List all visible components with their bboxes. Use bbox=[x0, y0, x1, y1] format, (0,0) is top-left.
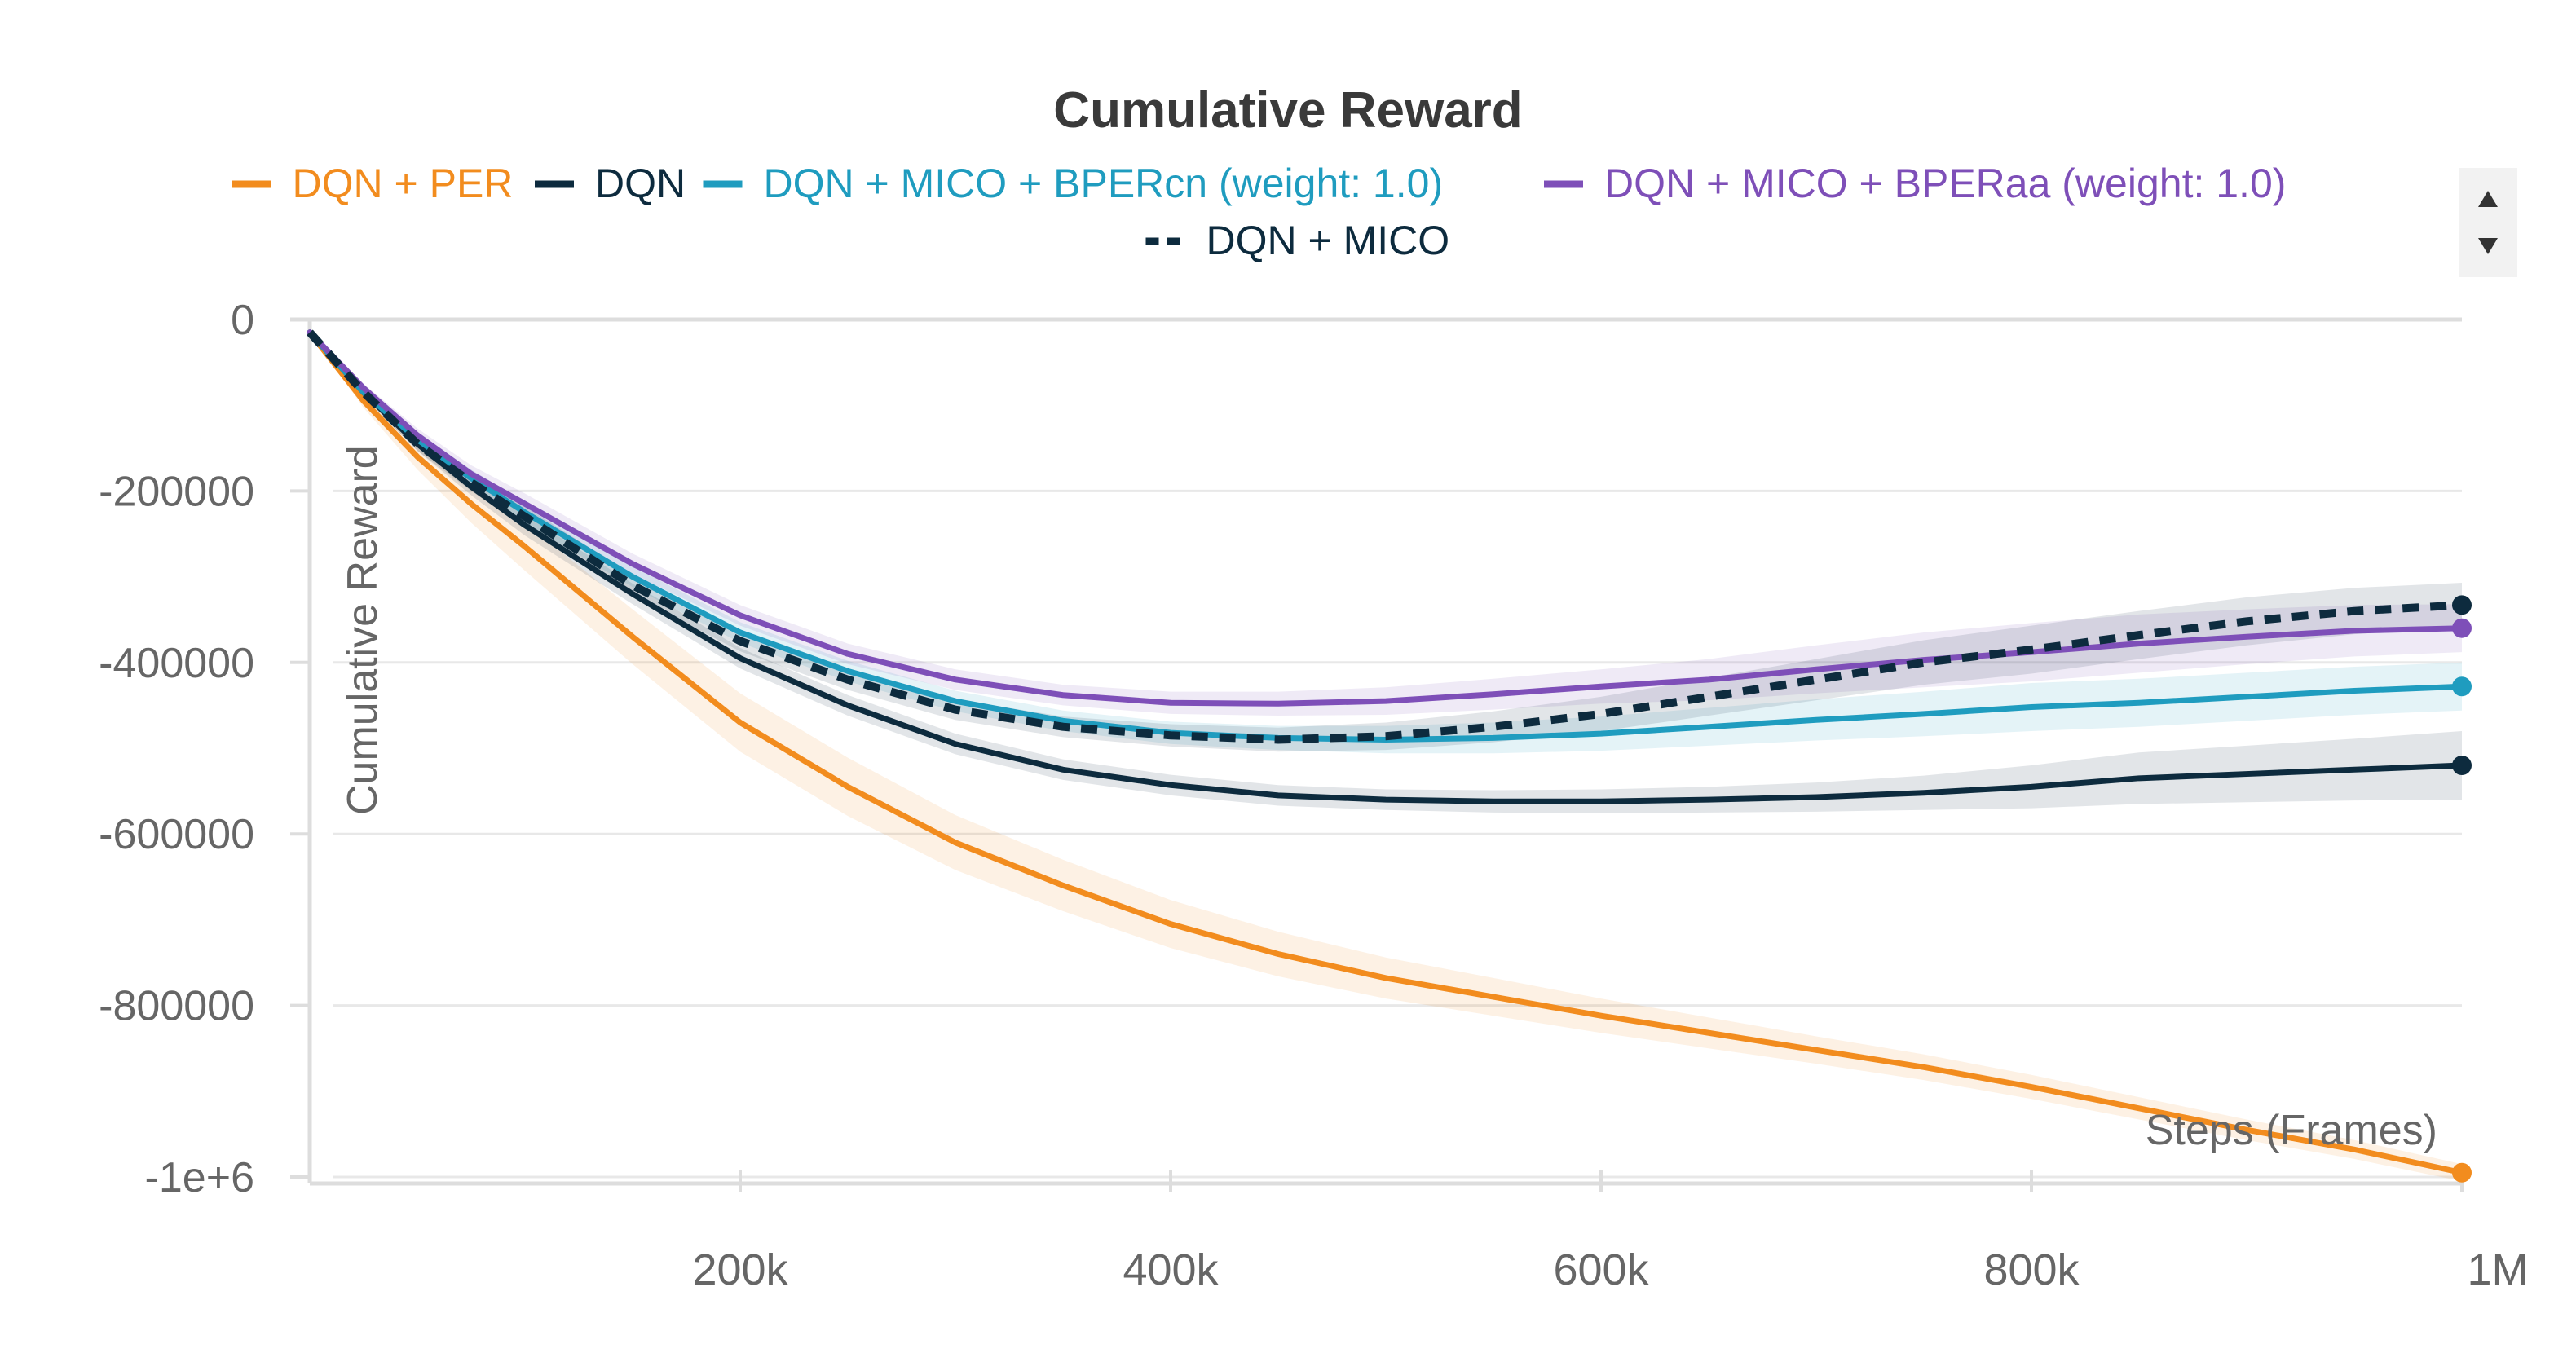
legend-item[interactable]: DQN bbox=[535, 161, 686, 206]
legend-label: DQN + MICO + BPERcn (weight: 1.0) bbox=[764, 161, 1444, 206]
legend-label: DQN + PER bbox=[293, 161, 514, 206]
y-tick-label: -800000 bbox=[99, 983, 254, 1030]
y-axis-label: Cumulative Reward bbox=[339, 445, 386, 815]
series-endpoint bbox=[2452, 618, 2472, 638]
x-tick-label: 1M bbox=[2467, 1245, 2528, 1294]
series-line bbox=[307, 329, 2465, 804]
legend-scroll-up-button[interactable] bbox=[2459, 174, 2517, 223]
legend-item[interactable]: DQN + MICO + BPERaa (weight: 1.0) bbox=[1544, 161, 2286, 206]
y-tick-label: -200000 bbox=[99, 468, 254, 515]
legend-label: DQN bbox=[595, 161, 686, 206]
series-lines bbox=[307, 329, 2465, 1176]
x-tick-label: 600k bbox=[1553, 1245, 1649, 1294]
legend-scroll-control bbox=[2459, 168, 2517, 277]
series-line bbox=[307, 329, 2465, 743]
legend: DQN + PER DQN DQN + MICO + BPERcn (weight:… bbox=[232, 161, 2286, 263]
x-axis-label: Steps (Frames) bbox=[2146, 1107, 2437, 1154]
legend-item[interactable]: DQN + MICO + BPERcn (weight: 1.0) bbox=[703, 161, 1444, 206]
legend-item[interactable]: DQN + PER bbox=[232, 161, 514, 206]
series-line bbox=[307, 329, 2465, 707]
triangle-down-icon bbox=[2478, 238, 2498, 254]
series-band bbox=[310, 332, 2462, 754]
legend-item[interactable]: DQN + MICO bbox=[1145, 218, 1450, 263]
series-endpoint bbox=[2452, 756, 2472, 776]
y-tick-label: 0 bbox=[231, 297, 254, 344]
series-line bbox=[307, 329, 2465, 1176]
confidence-bands bbox=[310, 332, 2462, 1182]
axes bbox=[290, 317, 2464, 1192]
y-tick-labels: 0 -200000 -400000 -600000 -800000 -1e+6 bbox=[99, 297, 254, 1201]
y-tick-label: -400000 bbox=[99, 640, 254, 687]
x-tick-labels: 200k 400k 600k 800k 1M bbox=[692, 1245, 2528, 1294]
legend-label: DQN + MICO bbox=[1206, 218, 1450, 263]
series-line bbox=[307, 329, 2463, 744]
x-tick-label: 800k bbox=[1983, 1245, 2080, 1294]
series-endpoints bbox=[2452, 595, 2472, 1183]
y-tick-label: -1e+6 bbox=[145, 1154, 254, 1201]
series-endpoint bbox=[2452, 1162, 2472, 1183]
y-tick-label: -600000 bbox=[99, 811, 254, 858]
x-tick-label: 200k bbox=[692, 1245, 788, 1294]
x-tick-label: 400k bbox=[1123, 1245, 1219, 1294]
chart-title: Cumulative Reward bbox=[1053, 82, 1522, 139]
legend-scroll-down-button[interactable] bbox=[2459, 222, 2517, 271]
series-endpoint bbox=[2452, 595, 2472, 615]
series-band bbox=[310, 332, 2462, 813]
triangle-up-icon bbox=[2478, 191, 2498, 207]
series-endpoint bbox=[2452, 676, 2472, 697]
series-band bbox=[310, 332, 2462, 752]
legend-label: DQN + MICO + BPERaa (weight: 1.0) bbox=[1604, 161, 2286, 206]
